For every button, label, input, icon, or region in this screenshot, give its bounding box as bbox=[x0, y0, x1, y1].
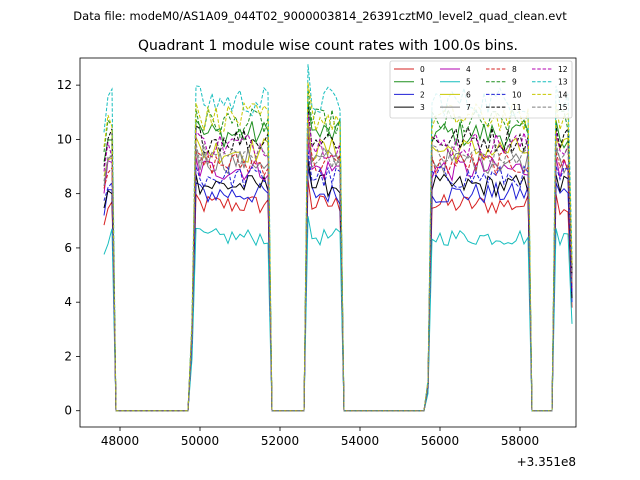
legend-label: 12 bbox=[558, 65, 568, 74]
chart-title: Quadrant 1 module wise count rates with … bbox=[138, 38, 518, 54]
x-offset-text: +3.351e8 bbox=[517, 455, 576, 469]
y-tick-label: 8 bbox=[64, 187, 72, 201]
legend-label: 8 bbox=[512, 65, 517, 74]
y-tick-label: 12 bbox=[57, 78, 72, 92]
legend-label: 11 bbox=[512, 103, 522, 112]
x-tick-label: 48000 bbox=[101, 434, 139, 448]
x-tick-label: 54000 bbox=[341, 434, 379, 448]
x-tick-label: 56000 bbox=[421, 434, 459, 448]
x-tick-label: 50000 bbox=[181, 434, 219, 448]
plot-area bbox=[80, 58, 576, 427]
legend-label: 1 bbox=[420, 78, 425, 87]
series-line-12 bbox=[103, 112, 573, 412]
x-tick-label: 52000 bbox=[261, 434, 299, 448]
legend-box bbox=[389, 60, 573, 119]
chart-suptitle: Data file: modeM0/AS1A09_044T02_90000038… bbox=[73, 9, 567, 23]
legend-label: 5 bbox=[466, 78, 471, 87]
x-tick-label: 58000 bbox=[501, 434, 539, 448]
y-tick-label: 4 bbox=[64, 295, 72, 309]
legend-label: 3 bbox=[420, 103, 425, 112]
legend-label: 15 bbox=[558, 103, 568, 112]
y-tick-label: 10 bbox=[57, 132, 72, 146]
series-line-15 bbox=[103, 125, 573, 412]
legend-label: 4 bbox=[466, 65, 471, 74]
legend-label: 7 bbox=[466, 103, 471, 112]
legend-label: 0 bbox=[420, 65, 425, 74]
legend-label: 14 bbox=[558, 90, 568, 99]
y-tick-label: 2 bbox=[64, 349, 72, 363]
y-tick-label: 6 bbox=[64, 241, 72, 255]
legend-label: 13 bbox=[558, 78, 568, 87]
legend-label: 9 bbox=[512, 78, 517, 87]
series-line-11 bbox=[103, 106, 573, 412]
legend-label: 2 bbox=[420, 90, 425, 99]
legend-label: 6 bbox=[466, 90, 471, 99]
legend-label: 10 bbox=[512, 90, 522, 99]
y-tick-label: 0 bbox=[64, 404, 72, 418]
plot-frame bbox=[79, 57, 577, 428]
